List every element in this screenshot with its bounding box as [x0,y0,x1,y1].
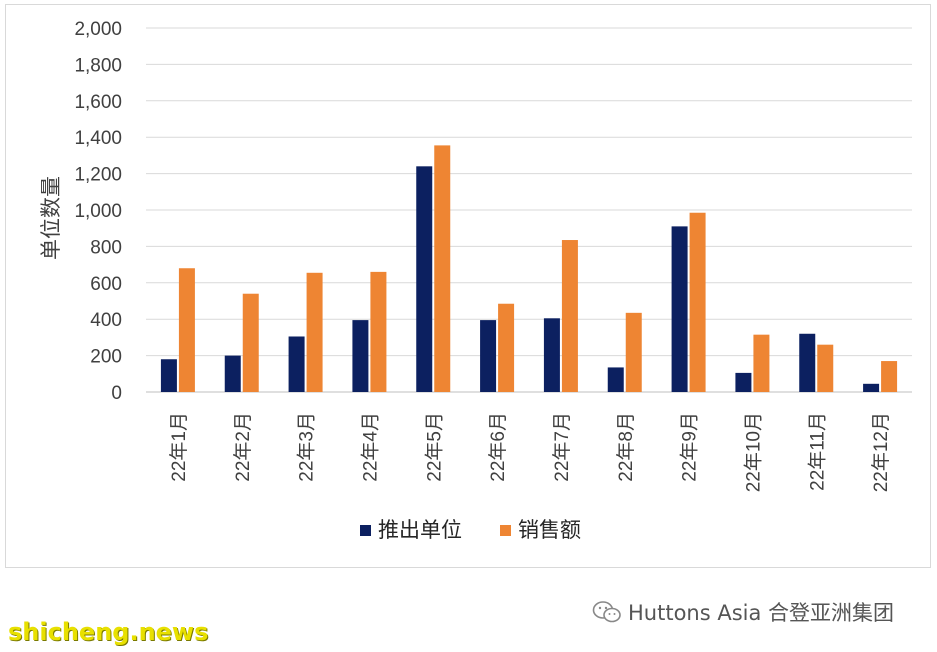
bar-launched [863,383,880,392]
gridlines [146,27,912,393]
bar-launched [416,166,433,392]
x-tick-label: 22年1月 [168,412,190,482]
y-tick-label: 800 [90,237,122,258]
x-tick-label: 22年6月 [487,412,509,482]
bar-launched [160,359,177,392]
x-tick-label: 22年4月 [359,412,381,482]
bar-sold [753,334,770,392]
y-axis-ticks: 0 200 400 600 800 1,000 1,200 1,400 1,600 1,800 2,… [74,19,122,404]
x-tick-label: 22年3月 [296,412,318,482]
x-tick-label: 22年2月 [232,412,254,482]
x-tick-label: 22年9月 [679,412,701,482]
y-tick-label: 1,600 [74,92,122,113]
bar-sold [561,240,578,392]
bar-sold [625,312,642,392]
bar-launched [735,372,752,392]
bar-sold [370,271,387,392]
x-tick-label: 22年5月 [423,412,445,482]
wechat-icon [592,601,621,623]
bar-launched [352,320,369,392]
bar-sold [817,344,834,392]
y-tick-label: 2,000 [74,19,122,40]
y-tick-label: 200 [90,347,122,368]
legend-label: 销售额 [518,518,581,542]
bar-sold [434,145,451,392]
bar-launched [543,318,560,392]
x-tick-label: 22年11月 [806,412,828,491]
x-axis-ticks: 22年1月 22年2月 22年3月 22年4月 22年5月 22年6月 22年7月 22年8月… [168,412,892,492]
bar-chart: 0 200 400 600 800 1,000 1,200 1,400 1,600 1,800 2,… [39,19,912,542]
legend-swatch [360,525,371,536]
y-tick-label: 0 [111,383,122,404]
bar-sold [306,272,323,392]
bar-launched [799,333,816,392]
bars [160,145,898,392]
credit: Huttons Asia 合登亚洲集团 [592,597,894,627]
watermark: shicheng.news [8,618,209,646]
legend: 推出单位 销售额 [360,518,581,542]
bar-sold [881,361,898,392]
x-tick-label: 22年10月 [742,412,764,492]
bar-launched [607,367,624,392]
chart-frame: 0 200 400 600 800 1,000 1,200 1,400 1,600 1,800 2,… [5,4,931,568]
legend-swatch [500,525,511,536]
bar-sold [242,293,259,392]
bar-launched [288,336,305,392]
credit-text: Huttons Asia 合登亚洲集团 [628,601,895,625]
bar-sold [689,212,706,392]
y-tick-label: 1,800 [74,55,122,76]
bar-launched [480,320,497,392]
bar-sold [178,268,195,392]
bar-launched [224,355,241,392]
x-tick-label: 22年12月 [870,412,892,492]
bar-sold [498,303,515,392]
y-tick-label: 600 [90,274,122,295]
x-tick-label: 22年8月 [615,412,637,482]
y-tick-label: 1,200 [74,165,122,186]
y-tick-label: 1,400 [74,128,122,149]
x-tick-label: 22年7月 [551,412,573,482]
legend-label: 推出单位 [378,518,462,542]
y-axis-label: 单位数量 [39,176,63,260]
y-tick-label: 1,000 [74,201,122,222]
y-tick-label: 400 [90,310,122,331]
bar-launched [671,226,688,392]
